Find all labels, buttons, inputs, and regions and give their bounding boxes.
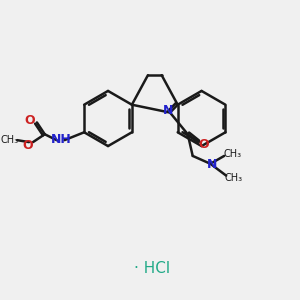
Text: O: O <box>23 139 33 152</box>
Text: CH₃: CH₃ <box>223 149 241 159</box>
Text: CH₃: CH₃ <box>225 172 243 183</box>
Text: O: O <box>25 114 35 127</box>
Text: N: N <box>163 104 173 117</box>
Text: O: O <box>198 138 209 151</box>
Text: NH: NH <box>51 133 72 146</box>
Text: CH₃: CH₃ <box>0 135 18 145</box>
Text: · HCl: · HCl <box>134 261 170 276</box>
Text: N: N <box>207 158 218 171</box>
